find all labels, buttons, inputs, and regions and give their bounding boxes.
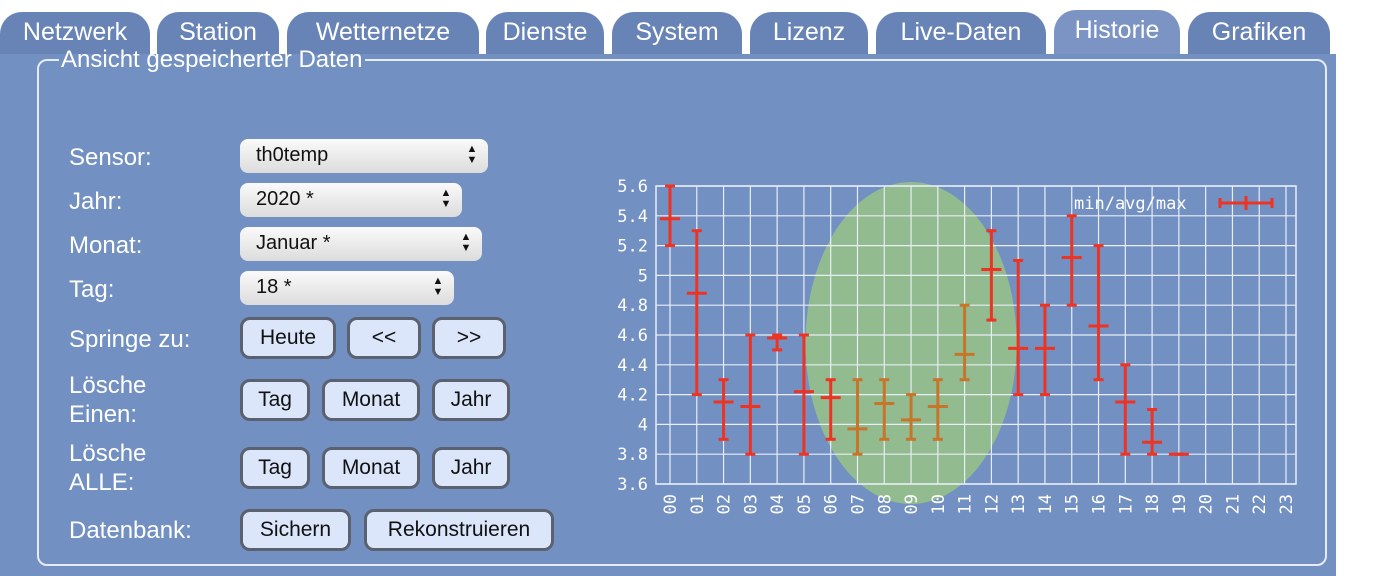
x-tick-label: 12 — [982, 494, 1002, 514]
rebuild-button[interactable]: Rekonstruieren — [364, 509, 554, 551]
x-tick-label: 01 — [688, 494, 708, 514]
stored-data-fieldset: Ansicht gespeicherter Daten — [37, 46, 1327, 566]
fieldset-legend: Ansicht gespeicherter Daten — [61, 46, 363, 73]
x-tick-label: 22 — [1250, 494, 1270, 514]
delete-one-year-button[interactable]: Jahr — [432, 379, 510, 421]
x-tick-label: 14 — [1036, 494, 1056, 514]
y-tick-label: 4.8 — [617, 296, 648, 316]
tag-select[interactable]: 18 * ▲ ▼ — [240, 271, 454, 305]
x-tick-label: 17 — [1116, 494, 1136, 514]
y-tick-label: 5.4 — [617, 207, 648, 227]
y-tick-label: 4.6 — [617, 326, 648, 346]
history-chart: 3.6 3.8 4 4.2 4.4 4.6 4.8 5 5.2 5.4 5.6 00 01 02 03 04 0… — [617, 177, 1297, 514]
y-tick-label: 4 — [638, 415, 648, 435]
loesche-alle-label-line1: Lösche — [69, 440, 147, 467]
delete-one-day-button[interactable]: Tag — [240, 379, 310, 421]
x-tick-label: 03 — [741, 494, 761, 514]
loesche-alle-label-line2: ALLE: — [69, 469, 135, 496]
previous-day-button[interactable]: << — [347, 317, 421, 359]
updown-arrows-icon: ▲ ▼ — [432, 275, 444, 298]
updown-arrows-icon: ▲ ▼ — [466, 143, 478, 166]
x-tick-label: 08 — [875, 494, 895, 514]
y-tick-label: 5.2 — [617, 237, 648, 257]
delete-all-month-button[interactable]: Monat — [322, 447, 420, 489]
x-tick-label: 19 — [1170, 494, 1190, 514]
sensor-select[interactable]: th0temp ▲ ▼ — [240, 139, 488, 173]
delete-one-month-button[interactable]: Monat — [322, 379, 420, 421]
x-tick-label: 04 — [768, 494, 788, 514]
backup-button[interactable]: Sichern — [240, 509, 351, 551]
datenbank-label: Datenbank: — [69, 517, 192, 544]
sensor-select-value: th0temp — [256, 144, 329, 166]
y-tick-label: 5.6 — [617, 177, 648, 197]
jahr-select-value: 2020 * — [256, 188, 314, 210]
y-tick-label: 3.8 — [617, 445, 648, 465]
loesche-einen-label-line2: Einen: — [69, 401, 138, 428]
legend-label: min/avg/max — [1074, 194, 1187, 214]
today-button[interactable]: Heute — [240, 317, 336, 359]
x-tick-label: 11 — [956, 494, 976, 514]
x-tick-label: 15 — [1063, 494, 1083, 514]
x-tick-label: 16 — [1090, 494, 1110, 514]
delete-all-year-button[interactable]: Jahr — [432, 447, 510, 489]
jahr-label: Jahr: — [69, 188, 123, 215]
next-day-button[interactable]: >> — [432, 317, 506, 359]
x-tick-label: 02 — [715, 494, 735, 514]
x-tick-label: 20 — [1197, 494, 1217, 514]
tag-label: Tag: — [69, 276, 115, 303]
updown-arrows-icon: ▲ ▼ — [440, 187, 452, 210]
plot-frame — [655, 185, 1297, 485]
monat-select-value: Januar * — [256, 232, 331, 254]
monat-select[interactable]: Januar * ▲ ▼ — [240, 227, 482, 261]
jahr-select[interactable]: 2020 * ▲ ▼ — [240, 183, 462, 217]
content-panel — [0, 54, 1336, 576]
loesche-einen-label-line1: Lösche — [69, 372, 147, 399]
x-tick-label: 09 — [902, 494, 922, 514]
x-tick-label: 21 — [1223, 494, 1243, 514]
delete-all-day-button[interactable]: Tag — [240, 447, 310, 489]
x-tick-label: 23 — [1277, 494, 1297, 514]
tag-select-value: 18 * — [256, 276, 292, 298]
springe-label: Springe zu: — [69, 326, 191, 353]
x-tick-label: 10 — [929, 494, 949, 514]
x-tick-label: 07 — [848, 494, 868, 514]
monat-label: Monat: — [69, 232, 143, 259]
x-tick-label: 06 — [822, 494, 842, 514]
x-tick-label: 05 — [795, 494, 815, 514]
x-tick-label: 18 — [1143, 494, 1163, 514]
x-tick-label: 00 — [661, 494, 681, 514]
x-tick-label: 13 — [1009, 494, 1029, 514]
y-tick-label: 4.2 — [617, 386, 648, 406]
updown-arrows-icon: ▲ ▼ — [460, 231, 472, 254]
y-tick-label: 5 — [638, 266, 648, 286]
sensor-label: Sensor: — [69, 144, 152, 171]
y-tick-label: 3.6 — [617, 475, 648, 495]
y-tick-label: 4.4 — [617, 356, 648, 376]
